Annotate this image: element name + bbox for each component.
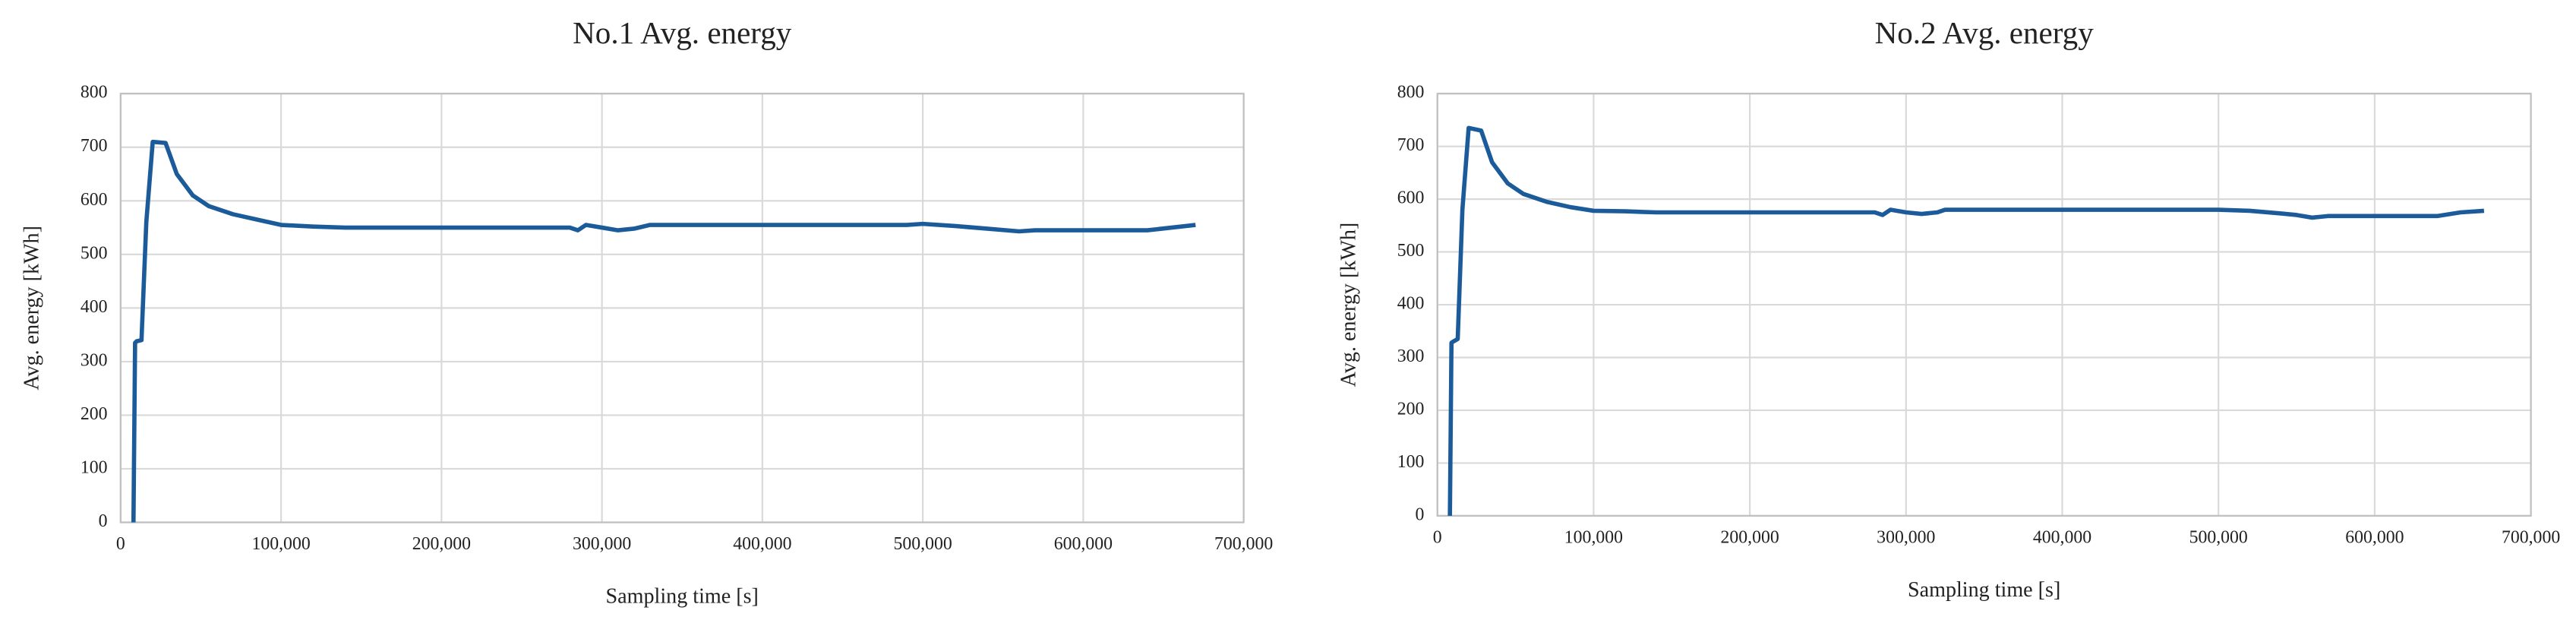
x-tick-label: 400,000	[733, 534, 791, 554]
x-tick-label: 600,000	[2345, 528, 2404, 548]
y-tick-label: 0	[99, 511, 108, 531]
data-line	[131, 139, 1196, 523]
chart-title: No.2 Avg. energy	[1875, 15, 2095, 50]
y-tick-label: 800	[1397, 83, 1425, 103]
y-tick-label: 400	[1397, 293, 1425, 313]
x-tick-label: 300,000	[573, 534, 631, 554]
x-axis-label: Sampling time [s]	[606, 584, 759, 608]
x-tick-label: 0	[1433, 528, 1442, 548]
x-axis-label: Sampling time [s]	[1908, 578, 2060, 602]
y-tick-label: 500	[1397, 241, 1425, 261]
chart-title: No.1 Avg. energy	[573, 15, 792, 50]
y-tick-label: 700	[80, 136, 108, 156]
x-tick-label: 100,000	[251, 534, 310, 554]
plot-frame	[1436, 93, 2532, 517]
y-axis-label: Avg. energy [kWh]	[21, 226, 44, 391]
y-tick-label: 300	[80, 350, 108, 370]
x-tick-label: 400,000	[2033, 528, 2091, 548]
x-tick-label: 700,000	[2502, 528, 2560, 548]
y-tick-label: 100	[80, 457, 108, 477]
data-line	[1447, 125, 2485, 516]
x-tick-label: 600,000	[1054, 534, 1113, 554]
y-tick-label: 400	[80, 297, 108, 317]
x-tick-label: 700,000	[1214, 534, 1273, 554]
y-tick-label: 200	[80, 404, 108, 424]
y-tick-label: 100	[1397, 452, 1425, 472]
y-tick-label: 600	[80, 190, 108, 210]
x-tick-label: 300,000	[1877, 528, 1935, 548]
y-tick-label: 500	[80, 243, 108, 263]
x-tick-label: 500,000	[893, 534, 952, 554]
x-tick-label: 0	[116, 534, 125, 554]
x-tick-label: 500,000	[2189, 528, 2248, 548]
y-tick-label: 800	[80, 83, 108, 103]
x-tick-label: 200,000	[412, 534, 471, 554]
y-tick-label: 300	[1397, 346, 1425, 366]
x-tick-label: 100,000	[1564, 528, 1623, 548]
y-tick-label: 200	[1397, 399, 1425, 419]
x-tick-label: 200,000	[1721, 528, 1779, 548]
y-tick-label: 0	[1416, 505, 1425, 524]
y-tick-label: 700	[1397, 135, 1425, 155]
plot-frame	[119, 93, 1245, 524]
y-axis-label: Avg. energy [kWh]	[1337, 223, 1361, 388]
y-tick-label: 600	[1397, 188, 1425, 208]
